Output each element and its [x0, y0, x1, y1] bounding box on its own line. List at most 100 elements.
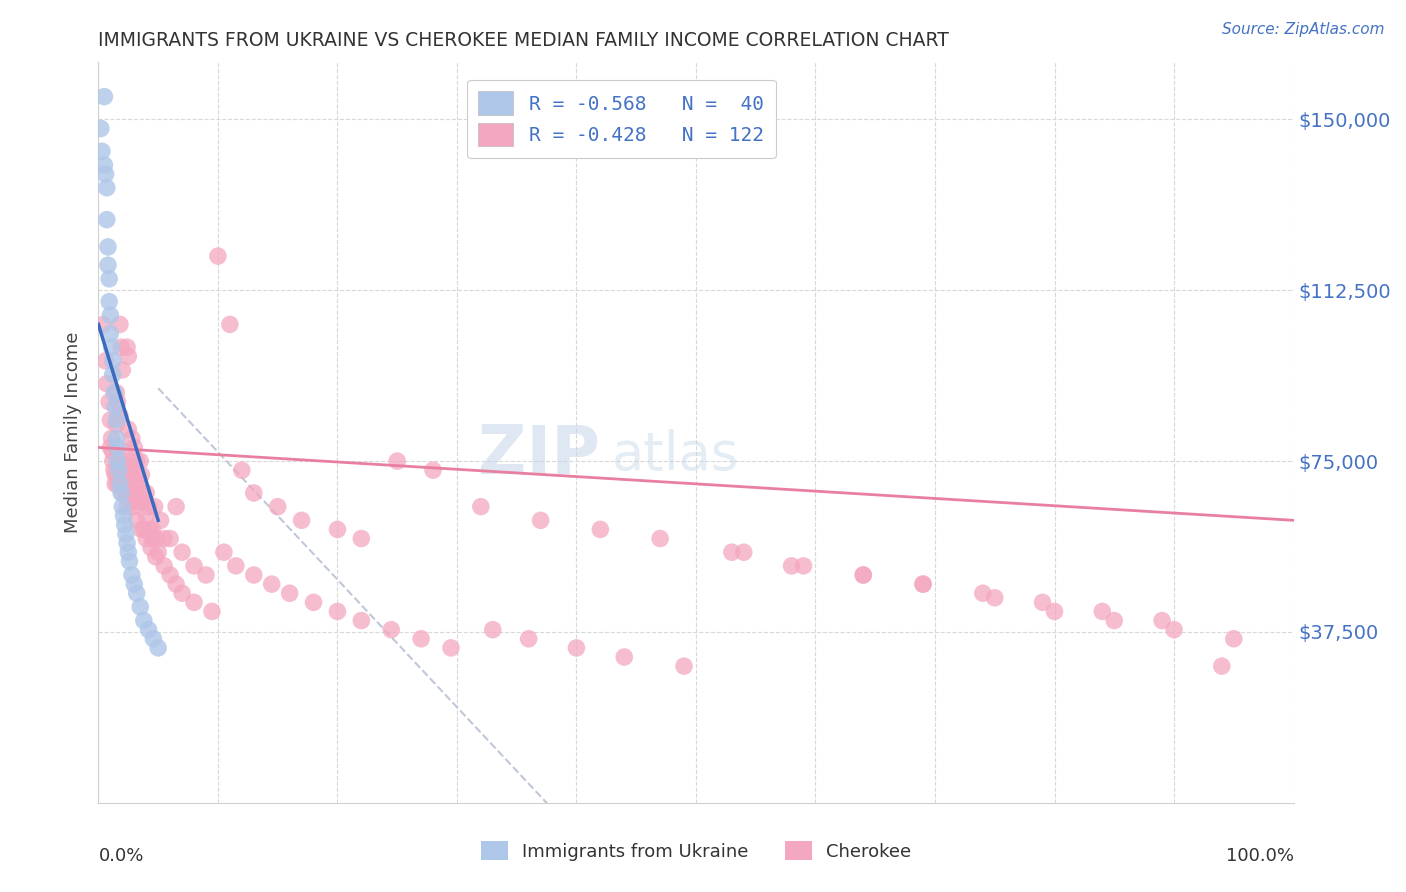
Point — [517, 632, 540, 646]
Point — [153, 532, 176, 546]
Point — [721, 545, 744, 559]
Point — [118, 554, 141, 568]
Point — [852, 568, 875, 582]
Point — [118, 458, 141, 473]
Point — [91, 318, 114, 332]
Point — [267, 500, 290, 514]
Point — [96, 180, 118, 194]
Point — [129, 599, 152, 614]
Point — [105, 385, 128, 400]
Point — [350, 532, 373, 546]
Point — [117, 545, 139, 559]
Point — [108, 476, 131, 491]
Point — [107, 463, 129, 477]
Point — [114, 517, 136, 532]
Point — [139, 541, 162, 555]
Point — [115, 486, 138, 500]
Point — [105, 417, 128, 432]
Point — [121, 568, 143, 582]
Point — [1152, 614, 1174, 628]
Point — [135, 486, 157, 500]
Point — [1091, 604, 1114, 618]
Point — [98, 413, 122, 427]
Point — [131, 467, 153, 482]
Point — [195, 568, 218, 582]
Point — [124, 476, 146, 491]
Point — [326, 523, 349, 537]
Point — [243, 568, 266, 582]
Point — [105, 413, 128, 427]
Legend: Immigrants from Ukraine, Cherokee: Immigrants from Ukraine, Cherokee — [474, 833, 918, 868]
Point — [385, 454, 409, 468]
Point — [350, 614, 373, 628]
Point — [911, 577, 934, 591]
Point — [1163, 623, 1185, 637]
Point — [852, 568, 875, 582]
Point — [326, 604, 349, 618]
Point — [96, 212, 118, 227]
Point — [183, 595, 205, 609]
Point — [98, 395, 121, 409]
Point — [104, 467, 127, 482]
Point — [107, 409, 129, 423]
Point — [114, 476, 136, 491]
Point — [114, 445, 136, 459]
Point — [127, 495, 149, 509]
Point — [145, 549, 167, 564]
Point — [101, 445, 124, 459]
Point — [128, 476, 150, 491]
Point — [243, 486, 266, 500]
Point — [530, 513, 553, 527]
Point — [302, 595, 325, 609]
Point — [105, 431, 128, 445]
Point — [107, 395, 129, 409]
Point — [380, 623, 402, 637]
Point — [165, 577, 187, 591]
Point — [107, 441, 129, 455]
Point — [1104, 614, 1126, 628]
Point — [115, 536, 138, 550]
Point — [565, 640, 588, 655]
Point — [112, 508, 135, 523]
Point — [1043, 604, 1066, 618]
Point — [131, 495, 153, 509]
Point — [111, 500, 134, 514]
Point — [93, 158, 115, 172]
Point — [1211, 659, 1233, 673]
Text: 0.0%: 0.0% — [98, 847, 143, 865]
Point — [183, 558, 205, 573]
Point — [111, 486, 134, 500]
Point — [117, 422, 139, 436]
Point — [278, 586, 301, 600]
Point — [212, 545, 235, 559]
Text: ZIP: ZIP — [478, 422, 600, 488]
Point — [149, 513, 172, 527]
Point — [411, 632, 433, 646]
Point — [101, 354, 124, 368]
Point — [260, 577, 283, 591]
Point — [122, 500, 145, 514]
Point — [104, 400, 127, 414]
Point — [225, 558, 247, 573]
Point — [440, 640, 463, 655]
Point — [115, 527, 138, 541]
Point — [793, 558, 815, 573]
Point — [103, 463, 125, 477]
Point — [972, 586, 994, 600]
Point — [97, 258, 120, 272]
Point — [110, 486, 132, 500]
Point — [112, 454, 135, 468]
Point — [129, 454, 152, 468]
Point — [98, 441, 122, 455]
Point — [100, 431, 122, 445]
Point — [648, 532, 672, 546]
Point — [231, 463, 253, 477]
Text: 100.0%: 100.0% — [1226, 847, 1294, 865]
Point — [124, 441, 146, 455]
Point — [613, 650, 636, 665]
Point — [115, 500, 138, 514]
Point — [96, 376, 118, 391]
Point — [1032, 595, 1054, 609]
Point — [422, 463, 444, 477]
Point — [107, 476, 129, 491]
